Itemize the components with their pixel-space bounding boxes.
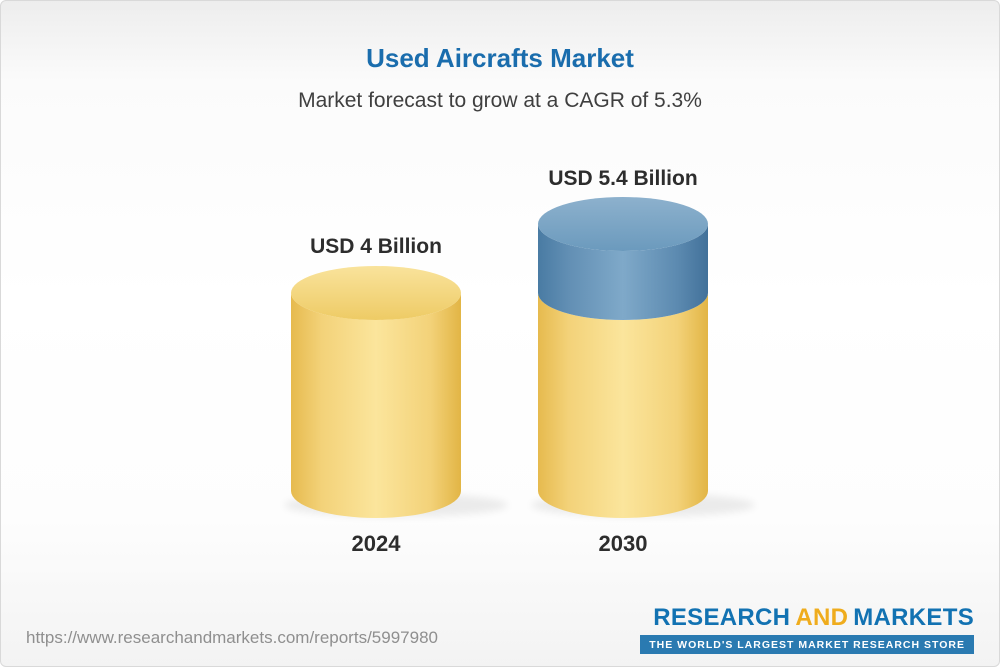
- logo-word-markets: MARKETS: [853, 604, 974, 631]
- research-and-markets-logo: RESEARCH AND MARKETS THE WORLD'S LARGEST M…: [640, 604, 974, 654]
- bar-2030-cylinder: [538, 197, 708, 518]
- chart-subtitle: Market forecast to grow at a CAGR of 5.3…: [298, 89, 702, 112]
- chart-title: Used Aircrafts Market: [366, 43, 634, 73]
- bar-2030-base-segment: [538, 293, 708, 518]
- logo-word-and: AND: [795, 604, 849, 631]
- bar-2030-growth-segment: [538, 224, 708, 320]
- bar-2030-value-label: USD 5.4 Billion: [548, 167, 698, 190]
- logo-tagline: THE WORLD'S LARGEST MARKET RESEARCH STOR…: [640, 635, 974, 654]
- logo-wordmark: RESEARCH AND MARKETS: [640, 604, 974, 632]
- logo-word-research: RESEARCH: [653, 604, 791, 631]
- report-url: https://www.researchandmarkets.com/repor…: [26, 628, 438, 647]
- bar-2030-category-label: 2030: [598, 531, 648, 556]
- bar-2024-category-label: 2024: [351, 531, 401, 556]
- bar-2024-value-label: USD 4 Billion: [310, 235, 442, 258]
- bar-2024-cylinder: [291, 266, 461, 518]
